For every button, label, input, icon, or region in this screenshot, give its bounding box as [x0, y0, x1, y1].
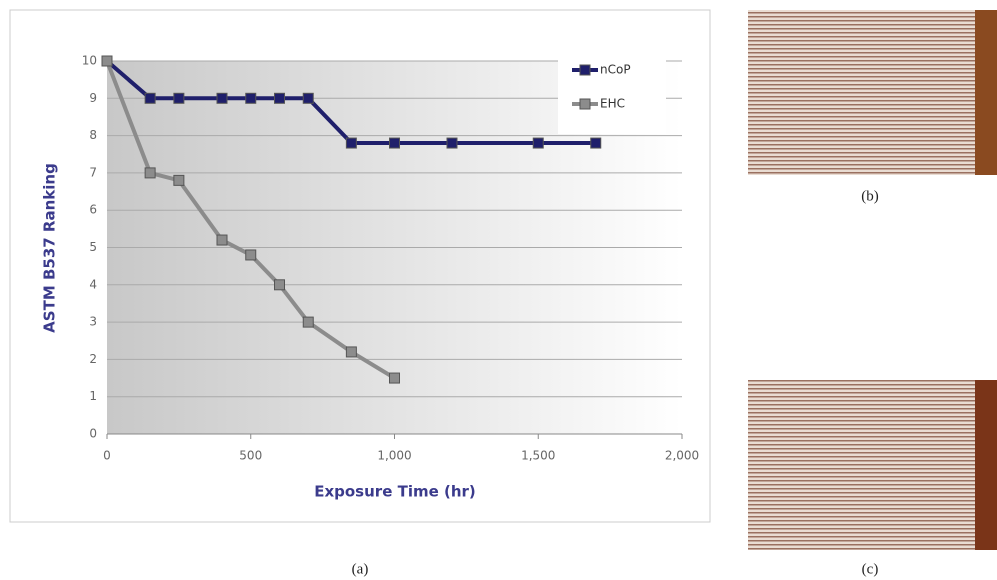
y-tick-label: 0: [89, 427, 97, 441]
photo-b: [748, 10, 997, 175]
legend-label: EHC: [600, 97, 625, 111]
x-tick-label: 1,000: [377, 449, 411, 463]
marker: [302, 92, 314, 104]
marker: [216, 234, 228, 246]
marker: [144, 92, 156, 104]
legend-label: nCoP: [600, 63, 631, 77]
photo-c-edge: [975, 380, 997, 550]
caption: (c): [862, 561, 879, 577]
marker: [389, 372, 400, 384]
y-tick-label: 7: [89, 165, 97, 179]
marker: [590, 137, 602, 149]
legend-marker: [579, 98, 591, 110]
legend-box: [558, 46, 666, 134]
marker: [245, 249, 257, 261]
y-tick-label: 4: [89, 277, 97, 291]
marker: [101, 55, 113, 67]
marker: [274, 92, 285, 104]
marker: [245, 92, 257, 104]
marker: [274, 279, 285, 291]
y-tick-label: 1: [89, 389, 97, 403]
caption: (a): [352, 561, 369, 577]
x-tick-label: 0: [103, 449, 111, 463]
y-axis-title: ASTM B537 Ranking: [41, 163, 59, 333]
marker: [345, 346, 357, 358]
x-axis-title: Exposure Time (hr): [314, 483, 476, 501]
marker: [216, 92, 228, 104]
caption: (b): [861, 188, 879, 204]
marker: [532, 137, 544, 149]
photo-b-edge: [975, 10, 997, 175]
y-tick-label: 6: [89, 203, 97, 217]
photos: [748, 10, 997, 550]
y-tick-label: 2: [89, 352, 97, 366]
x-tick-label: 1,500: [521, 449, 555, 463]
marker: [345, 137, 357, 149]
marker: [302, 316, 314, 328]
x-tick-label: 2,000: [665, 449, 699, 463]
y-tick-label: 3: [89, 315, 97, 329]
y-tick-label: 5: [89, 240, 97, 254]
marker: [144, 167, 156, 179]
legend-marker: [579, 64, 591, 76]
y-tick-label: 10: [82, 54, 97, 68]
marker: [446, 137, 458, 149]
photo-c: [748, 380, 997, 550]
y-tick-label: 9: [89, 91, 97, 105]
marker: [173, 174, 185, 186]
marker: [389, 137, 400, 149]
marker: [173, 92, 185, 104]
x-tick-label: 500: [239, 449, 262, 463]
y-tick-label: 8: [89, 128, 97, 142]
